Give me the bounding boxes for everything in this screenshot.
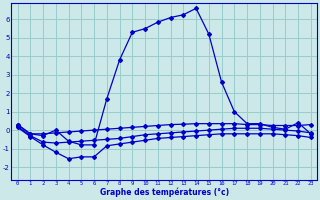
X-axis label: Graphe des températures (°c): Graphe des températures (°c) [100,188,229,197]
